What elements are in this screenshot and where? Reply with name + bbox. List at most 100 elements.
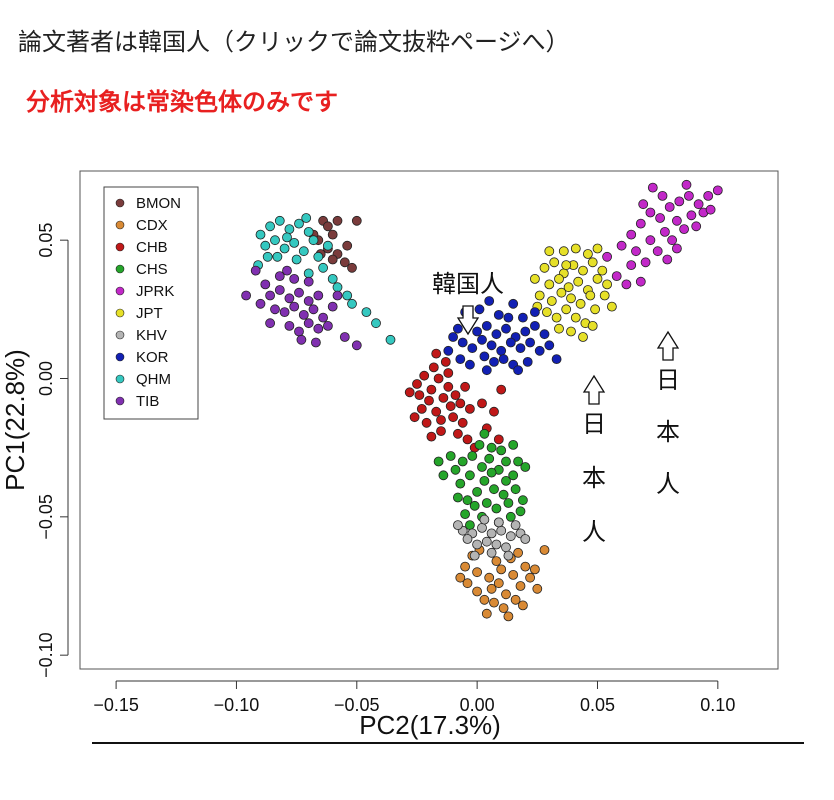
point-chs (452, 492, 463, 503)
point-chs (508, 439, 519, 450)
legend-marker-chb (115, 242, 125, 252)
point-bmon (347, 262, 357, 273)
point-jpt (607, 301, 617, 312)
annotation-label-char: 人 (656, 470, 680, 498)
point-jprk (674, 196, 685, 207)
point-chb (448, 412, 459, 423)
point-jpt (561, 260, 572, 270)
point-tib (351, 340, 362, 351)
point-chb (477, 398, 487, 409)
point-khv (472, 539, 483, 550)
point-chs (520, 462, 531, 472)
point-kor (486, 340, 497, 351)
point-jprk (640, 257, 651, 268)
point-jpt (592, 243, 603, 254)
point-qhm (291, 254, 302, 265)
point-cdx (493, 578, 504, 589)
point-chs (491, 503, 502, 514)
point-kor (443, 345, 454, 356)
point-bmon (339, 257, 350, 268)
point-tib (318, 312, 329, 323)
point-chb (455, 398, 466, 409)
point-chb (436, 415, 446, 425)
point-kor (508, 298, 519, 309)
point-tib (279, 307, 290, 318)
point-chb (409, 412, 420, 423)
point-jprk (616, 240, 627, 251)
point-kor (501, 323, 511, 334)
point-jprk (686, 210, 697, 221)
legend-marker-khv (115, 330, 125, 340)
point-qhm (313, 251, 324, 262)
point-khv (503, 550, 514, 561)
point-jpt (539, 262, 550, 273)
point-tib (332, 290, 343, 301)
bottom-divider (92, 742, 804, 744)
point-khv (505, 531, 516, 542)
point-chs (445, 451, 456, 461)
point-chs (438, 470, 449, 481)
point-tib (241, 290, 252, 301)
analysis-note: 分析対象は常染色体のみです (26, 88, 338, 116)
point-tib (303, 318, 314, 329)
point-qhm (279, 243, 290, 254)
paper-page-link[interactable]: 論文著者は韓国人（クリックで論文抜粋ページへ） (18, 28, 570, 56)
point-chb (433, 373, 444, 384)
point-qhm (371, 318, 381, 329)
point-kor (484, 296, 495, 306)
point-cdx (491, 556, 502, 567)
point-khv (520, 534, 531, 544)
point-jpt (590, 304, 600, 315)
point-kor (515, 343, 526, 354)
point-chs (433, 456, 444, 467)
point-qhm (282, 232, 292, 243)
point-qhm (270, 235, 280, 246)
point-jprk (657, 191, 668, 201)
point-cdx (498, 603, 509, 614)
point-khv (486, 547, 497, 558)
point-qhm (318, 262, 329, 273)
point-jprk (703, 191, 714, 201)
point-jpt (597, 265, 608, 276)
point-tib (265, 318, 276, 329)
point-cdx (489, 597, 499, 608)
point-jpt (578, 332, 588, 342)
point-chs (477, 462, 487, 472)
point-kor (530, 320, 540, 331)
point-jprk (705, 204, 716, 215)
x-axis-label: PC2(17.3%) (359, 710, 501, 740)
legend-marker-jprk (115, 286, 125, 296)
point-jpt (575, 298, 586, 309)
point-bmon (322, 221, 333, 232)
point-chs (472, 486, 483, 497)
point-jprk (691, 221, 702, 232)
point-khv (452, 520, 463, 531)
point-jprk (664, 202, 675, 212)
point-chb (496, 384, 507, 395)
annotation-label: 韓国人 (432, 270, 504, 298)
legend-marker-qhm (115, 374, 125, 384)
point-chs (489, 484, 499, 495)
point-khv (481, 536, 492, 547)
point-jprk (645, 235, 656, 246)
point-kor (520, 326, 531, 337)
point-khv (479, 514, 490, 525)
point-qhm (327, 273, 338, 284)
point-qhm (361, 307, 372, 318)
point-khv (493, 517, 504, 528)
point-chs (464, 470, 475, 481)
point-chb (431, 348, 442, 359)
point-tib (289, 273, 300, 284)
point-chs (518, 495, 528, 506)
point-qhm (284, 224, 295, 234)
point-chb (450, 390, 461, 401)
point-jpt (599, 290, 610, 301)
point-chb (493, 434, 504, 445)
point-kor (544, 340, 555, 351)
point-kor (455, 354, 466, 365)
annotation-label-char: 本 (582, 464, 606, 492)
point-cdx (472, 586, 483, 597)
point-jpt (534, 290, 545, 301)
point-kor (479, 351, 490, 362)
point-kor (452, 323, 463, 334)
